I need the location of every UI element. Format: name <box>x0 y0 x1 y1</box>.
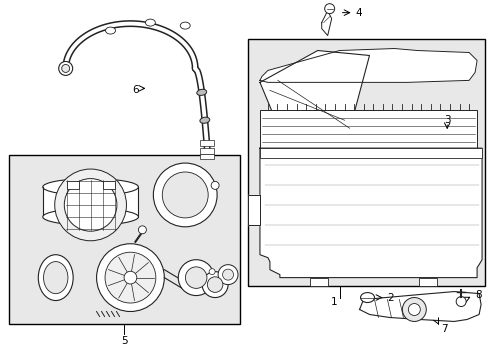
Circle shape <box>455 297 465 306</box>
Polygon shape <box>359 292 480 321</box>
Circle shape <box>207 277 223 292</box>
Ellipse shape <box>42 179 138 195</box>
Bar <box>309 278 327 285</box>
Circle shape <box>61 64 69 72</box>
Circle shape <box>211 181 219 189</box>
Circle shape <box>124 271 137 284</box>
Circle shape <box>178 260 214 296</box>
Text: 4: 4 <box>355 8 362 18</box>
Polygon shape <box>260 148 481 278</box>
Ellipse shape <box>180 22 190 29</box>
Circle shape <box>153 163 217 227</box>
Bar <box>260 148 481 158</box>
Circle shape <box>105 252 156 303</box>
Bar <box>42 187 138 217</box>
Ellipse shape <box>55 169 126 241</box>
Polygon shape <box>260 49 476 82</box>
Circle shape <box>185 267 206 288</box>
Circle shape <box>202 272 227 298</box>
Circle shape <box>324 4 334 14</box>
Ellipse shape <box>145 19 155 26</box>
Bar <box>260 110 476 148</box>
Circle shape <box>59 62 73 75</box>
Bar <box>200 140 214 146</box>
Bar <box>66 181 79 189</box>
Circle shape <box>218 265 238 285</box>
Ellipse shape <box>38 255 73 301</box>
Circle shape <box>222 269 233 280</box>
Ellipse shape <box>360 293 374 302</box>
Ellipse shape <box>64 179 117 231</box>
Text: 1: 1 <box>330 297 336 306</box>
Ellipse shape <box>200 117 209 123</box>
Bar <box>200 148 214 154</box>
Ellipse shape <box>42 208 138 225</box>
Text: 8: 8 <box>474 289 481 300</box>
Bar <box>9 155 240 324</box>
Bar <box>102 181 114 189</box>
Bar <box>200 154 214 159</box>
Polygon shape <box>247 195 260 225</box>
Polygon shape <box>260 50 369 130</box>
Text: 3: 3 <box>443 115 449 125</box>
Text: 5: 5 <box>121 336 127 346</box>
Circle shape <box>209 269 215 275</box>
Text: 2: 2 <box>386 293 393 302</box>
Ellipse shape <box>43 262 68 294</box>
Text: 7: 7 <box>440 324 447 334</box>
Ellipse shape <box>196 89 206 95</box>
Circle shape <box>407 303 420 315</box>
Ellipse shape <box>96 244 164 311</box>
Text: 6: 6 <box>132 85 138 95</box>
Circle shape <box>402 298 426 321</box>
Bar <box>247 39 484 285</box>
Ellipse shape <box>105 27 115 34</box>
Polygon shape <box>321 11 331 36</box>
Circle shape <box>162 172 208 218</box>
Circle shape <box>138 226 146 234</box>
Bar <box>419 278 436 285</box>
